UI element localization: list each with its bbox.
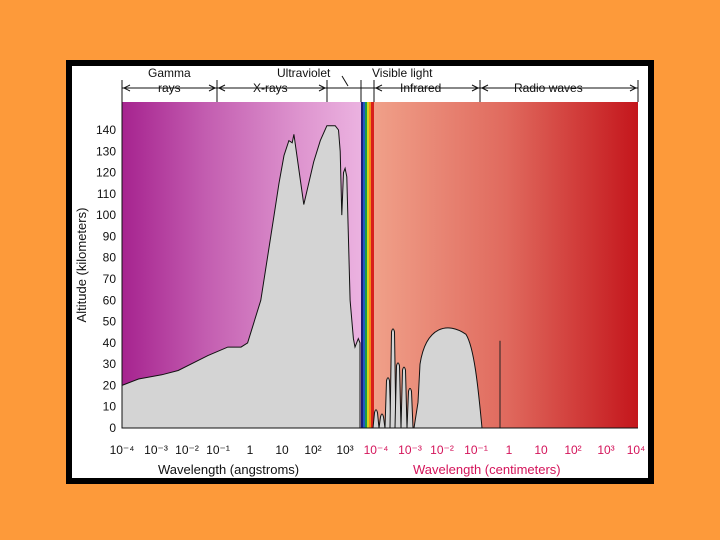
y-tick-label: 110 (97, 187, 116, 201)
x-axis-title-angstroms: Wavelength (angstroms) (158, 462, 299, 477)
x-tick-label-centimeter: 10⁴ (627, 443, 646, 457)
band-label-gamma-1: Gamma (148, 66, 191, 80)
band-label-radio: Radio waves (514, 81, 583, 95)
x-tick-label-centimeter: 1 (506, 443, 513, 457)
y-axis-title: Altitude (kilometers) (74, 208, 89, 323)
y-tick-label: 20 (103, 378, 117, 392)
visible-light-strip (361, 102, 374, 428)
band-header (121, 75, 639, 102)
y-tick-label: 50 (103, 315, 117, 329)
band-label-gamma-2: rays (158, 81, 181, 95)
x-tick-label-centimeter: 10⁻² (430, 443, 454, 457)
ir-absorption-spike (394, 362, 402, 429)
x-axis-title-centimeters: Wavelength (centimeters) (413, 462, 561, 477)
ir-absorption-spike (406, 387, 414, 429)
y-tick-label: 0 (109, 421, 116, 435)
y-tick-label: 60 (103, 293, 117, 307)
x-tick-label-angstrom: 10 (275, 443, 289, 457)
y-ticks: 0 10 20 30 40 50 60 70 80 90 100 110 120 130 140 (96, 123, 116, 435)
x-tick-label-angstrom: 10⁻³ (144, 443, 168, 457)
band-label-ultraviolet: Ultraviolet (277, 66, 331, 80)
y-tick-label: 130 (96, 144, 116, 158)
band-label-xrays: X-rays (253, 81, 288, 95)
x-tick-label-centimeter: 10³ (597, 443, 614, 457)
x-tick-label-centimeter: 10² (564, 443, 581, 457)
x-tick-label-centimeter: 10⁻¹ (464, 443, 488, 457)
ir-absorption-spike (372, 409, 380, 429)
ir-absorption-spike (389, 328, 397, 429)
ir-radio-region (374, 102, 638, 428)
x-tick-label-centimeter: 10⁻⁴ (364, 443, 389, 457)
x-tick-label-angstrom: 10² (304, 443, 321, 457)
y-tick-label: 140 (96, 123, 116, 137)
y-tick-label: 120 (96, 166, 116, 180)
x-tick-label-angstrom: 1 (247, 443, 254, 457)
ir-absorption-spike (384, 377, 392, 429)
ir-absorption-spike (378, 413, 386, 429)
y-tick-label: 40 (103, 336, 117, 350)
y-tick-label: 30 (103, 357, 117, 371)
y-tick-label: 80 (103, 251, 117, 265)
x-ticks: 10⁻⁴ 10⁻³ 10⁻² 10⁻¹ 1 10 10² 10³ 10⁻⁴ 10⁻³ 10⁻² 10⁻… (110, 443, 646, 457)
x-tick-label-centimeter: 10⁻³ (398, 443, 422, 457)
band-label-infrared: Infrared (400, 81, 441, 95)
ir-absorption-hump (413, 327, 483, 429)
ir-absorption-spike (400, 366, 408, 429)
y-tick-label: 10 (103, 400, 117, 414)
absorption-area-path (121, 125, 361, 429)
x-tick-label-angstrom: 10⁻¹ (206, 443, 230, 457)
x-tick-label-centimeter: 10 (534, 443, 548, 457)
y-tick-label: 100 (96, 208, 116, 222)
x-tick-label-angstrom: 10⁻⁴ (110, 443, 135, 457)
band-label-visible: Visible light (372, 66, 433, 80)
y-tick-label: 90 (103, 229, 117, 243)
absorption-area (121, 125, 361, 429)
x-tick-label-angstrom: 10⁻² (175, 443, 199, 457)
x-tick-label-angstrom: 10³ (336, 443, 353, 457)
infrared-absorption (372, 327, 501, 429)
y-tick-label: 70 (103, 272, 117, 286)
